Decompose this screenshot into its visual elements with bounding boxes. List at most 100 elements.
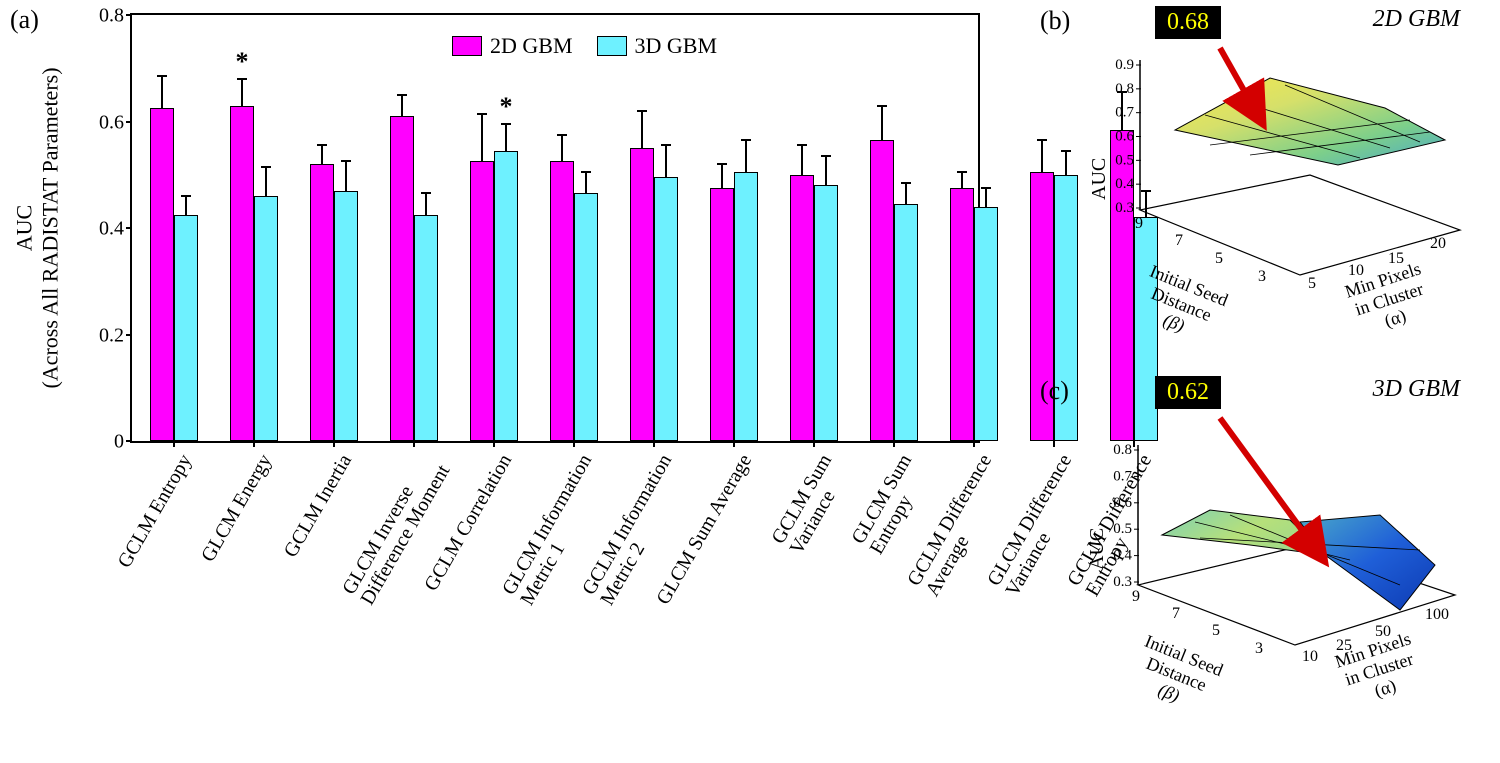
y-tick-mark [126, 227, 132, 229]
errorbar-cap [797, 144, 807, 146]
bar-3d [894, 204, 918, 441]
errorbar-2d [161, 76, 163, 108]
errorbar-2d [721, 164, 723, 188]
errorbar-cap [877, 105, 887, 107]
errorbar-2d [241, 79, 243, 106]
errorbar-2d [881, 106, 883, 141]
panel-b-letter: (b) [1040, 6, 1070, 36]
errorbar-3d [345, 161, 347, 190]
z-tick-label: 0.5 [1115, 152, 1134, 168]
errorbar-cap [477, 113, 487, 115]
x-tick-label: GCLM Inertia [281, 451, 357, 561]
errorbar-cap [261, 166, 271, 168]
x-tick-mark [253, 441, 255, 447]
figure-root: (a) AUC (Across All RADISTAT Parameters)… [0, 0, 1500, 763]
tick-3d: 9 [1135, 215, 1143, 233]
tick-3d: 5 [1215, 250, 1223, 268]
errorbar-3d [745, 140, 747, 172]
y-tick-label: 0.8 [99, 5, 132, 28]
x-tick-mark [573, 441, 575, 447]
z-tick-label: 0.5 [1113, 521, 1132, 537]
errorbar-cap [317, 144, 327, 146]
y-axis-label: AUC (Across All RADISTAT Parameters) [12, 67, 64, 388]
bar-3d [334, 191, 358, 441]
panel-a: (a) AUC (Across All RADISTAT Parameters)… [10, 5, 1030, 755]
errorbar-2d [961, 172, 963, 188]
errorbar-2d [321, 145, 323, 164]
errorbar-cap [237, 78, 247, 80]
plot-area-a: 2D GBM3D GBM 00.20.40.60.8GCLM Entropy*G… [130, 13, 980, 443]
y-axis-label-group: AUC (Across All RADISTAT Parameters) [18, 13, 58, 443]
bar-2d [470, 161, 494, 441]
errorbar-3d [585, 172, 587, 193]
legend-item: 3D GBM [597, 33, 718, 59]
z-tick-label: 0.7 [1115, 105, 1134, 121]
legend-item: 2D GBM [452, 33, 573, 59]
legend-swatch [597, 36, 627, 56]
errorbar-3d [985, 188, 987, 207]
x-tick-label: GLCM Energy [198, 451, 276, 566]
bar-2d [310, 164, 334, 441]
significance-star: * [500, 92, 513, 122]
x-tick-mark [493, 441, 495, 447]
bar-3d [494, 151, 518, 441]
errorbar-3d [505, 124, 507, 151]
errorbar-cap [741, 139, 751, 141]
bar-3d [254, 196, 278, 441]
x-tick-mark [733, 441, 735, 447]
panel-c: (c) 3D GBM 0.62 AUC [1040, 370, 1490, 740]
bar-3d [414, 215, 438, 441]
x-tick-mark [653, 441, 655, 447]
bar-2d [710, 188, 734, 441]
x-tick-label: GLCM SumEntropy [848, 451, 934, 558]
z-tick-label: 0.3 [1113, 574, 1132, 590]
x-tick-mark [813, 441, 815, 447]
tick-3d: 9 [1132, 588, 1140, 606]
errorbar-cap [957, 171, 967, 173]
errorbar-cap [661, 144, 671, 146]
errorbar-cap [181, 195, 191, 197]
bar-3d [654, 177, 678, 441]
x-tick-label: GCLM Entropy [114, 451, 196, 572]
tick-3d: 5 [1308, 275, 1316, 293]
errorbar-cap [397, 94, 407, 96]
y-axis-label-sub: (Across All RADISTAT Parameters) [38, 67, 63, 388]
bar-2d [550, 161, 574, 441]
errorbar-cap [581, 171, 591, 173]
z-tick-label: 0.3 [1115, 200, 1134, 216]
tick-3d: 7 [1172, 605, 1180, 623]
z-tick-label: 0.4 [1115, 176, 1134, 192]
panel-c-callout: 0.62 [1155, 376, 1221, 409]
errorbar-3d [905, 183, 907, 204]
errorbar-2d [481, 114, 483, 162]
y-tick-label: 0.6 [99, 111, 132, 134]
y-tick-label: 0.4 [99, 218, 132, 241]
errorbar-3d [265, 167, 267, 196]
bar-2d [790, 175, 814, 441]
z-tick-label: 0.7 [1113, 468, 1132, 484]
tick-3d: 5 [1212, 622, 1220, 640]
legend-swatch [452, 36, 482, 56]
bar-2d [870, 140, 894, 441]
y-tick-label: 0.2 [99, 324, 132, 347]
legend-label: 3D GBM [635, 33, 718, 59]
y-tick-mark [126, 440, 132, 442]
z-tick-label: 0.6 [1113, 495, 1132, 511]
bar-3d [974, 207, 998, 441]
y-tick-mark [126, 121, 132, 123]
y-tick-mark [126, 14, 132, 16]
x-tick-mark [413, 441, 415, 447]
errorbar-3d [185, 196, 187, 215]
significance-star: * [236, 47, 249, 77]
x-tick-mark [973, 441, 975, 447]
z-tick-label: 0.9 [1115, 57, 1134, 73]
z-tick-label: 0.4 [1113, 548, 1132, 564]
x-tick-label: GCLM SumVariance [768, 451, 854, 558]
tick-3d: 10 [1302, 648, 1318, 666]
errorbar-2d [801, 145, 803, 174]
errorbar-cap [717, 163, 727, 165]
errorbar-3d [425, 193, 427, 214]
bar-3d [174, 215, 198, 441]
errorbar-cap [981, 187, 991, 189]
z-tick-label: 0.8 [1115, 81, 1134, 97]
